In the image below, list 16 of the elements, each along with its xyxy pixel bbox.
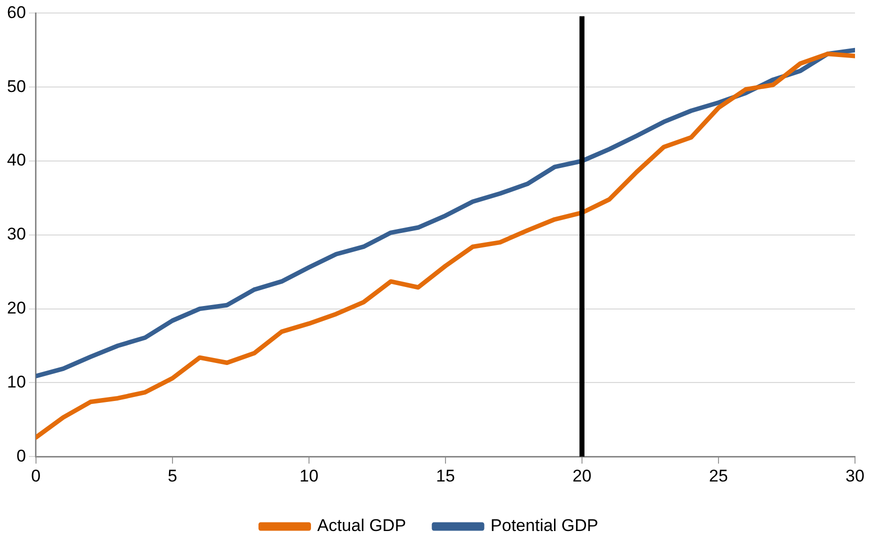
y-tick-label: 30 bbox=[6, 224, 26, 244]
x-tick-label: 15 bbox=[436, 466, 455, 486]
legend-label: Actual GDP bbox=[317, 516, 406, 536]
y-tick-label: 10 bbox=[6, 372, 26, 392]
x-tick-label: 20 bbox=[572, 466, 592, 486]
x-tick-label: 25 bbox=[709, 466, 728, 486]
x-tick-label: 10 bbox=[299, 466, 318, 486]
y-tick-label: 0 bbox=[16, 446, 26, 466]
y-tick-label: 40 bbox=[6, 150, 26, 170]
y-tick-label: 60 bbox=[6, 2, 26, 22]
x-tick-label: 5 bbox=[168, 466, 178, 486]
legend-label: Potential GDP bbox=[490, 516, 598, 536]
x-tick-label: 0 bbox=[31, 466, 41, 486]
x-tick-label: 30 bbox=[846, 466, 864, 486]
y-tick-label: 50 bbox=[6, 76, 26, 96]
y-tick-label: 20 bbox=[6, 298, 26, 318]
